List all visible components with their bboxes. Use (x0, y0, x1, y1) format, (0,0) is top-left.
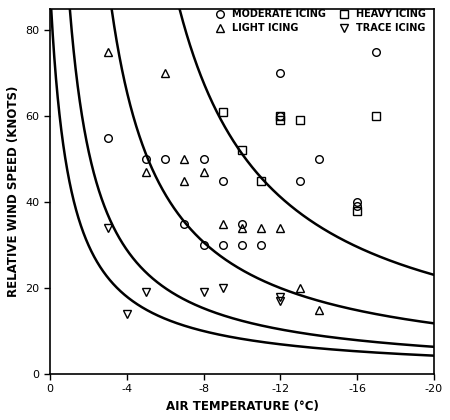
X-axis label: AIR TEMPERATURE (°C): AIR TEMPERATURE (°C) (166, 400, 319, 413)
Legend: MODERATE ICING, LIGHT ICING, HEAVY ICING, TRACE ICING: MODERATE ICING, LIGHT ICING, HEAVY ICING… (207, 6, 429, 36)
Y-axis label: RELATIVE WIND SPEED (KNOTS): RELATIVE WIND SPEED (KNOTS) (7, 86, 20, 297)
